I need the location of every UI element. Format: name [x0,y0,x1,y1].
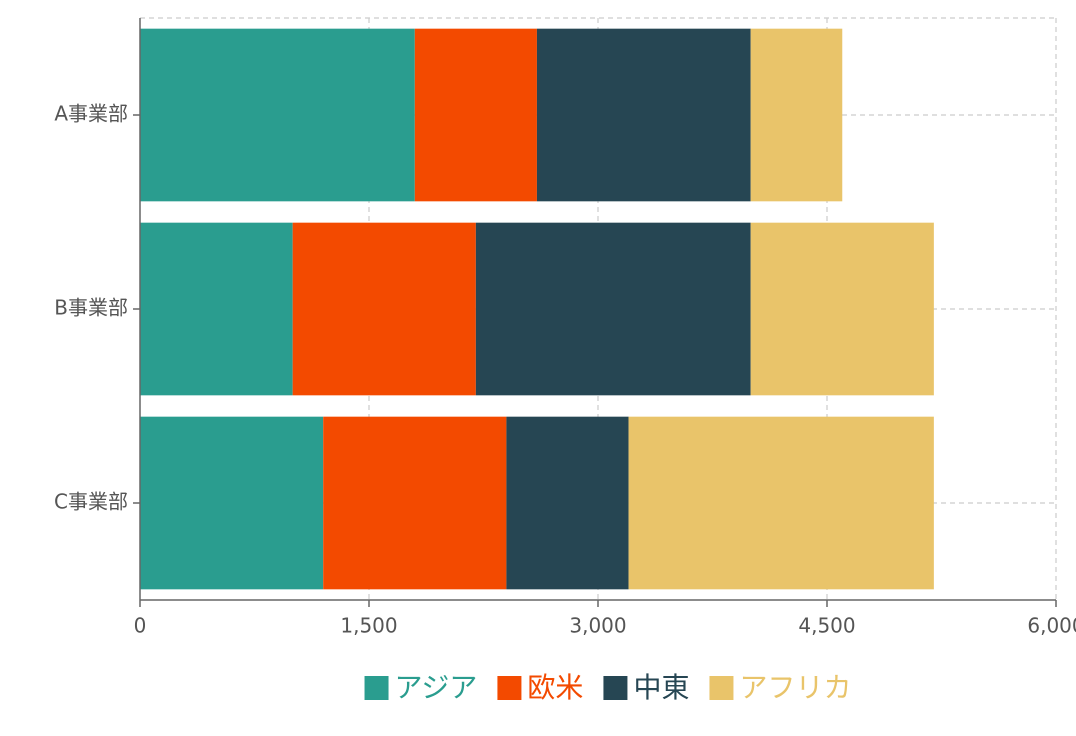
y-tick-label: C事業部 [54,490,128,514]
legend-label: 中東 [633,671,689,704]
bar-segment [536,28,751,202]
y-tick-label: B事業部 [54,296,128,320]
x-tick-label: 3,000 [569,614,626,638]
bar-segment [750,28,843,202]
bar-segment [140,28,415,202]
x-tick-label: 1,500 [340,614,397,638]
bar-segment [140,416,324,590]
legend-swatch [603,676,628,700]
bar-segment [750,222,934,396]
legend-swatch [497,676,522,700]
legend-swatch [364,676,389,700]
bar-segment [323,416,507,590]
bar-segment [292,222,476,396]
bar-segment [506,416,629,590]
bar-segment [414,28,537,202]
legend-label: アジア [395,671,478,704]
bar-segment [628,416,934,590]
x-tick-label: 0 [134,614,147,638]
x-tick-label: 6,000 [1027,614,1076,638]
bar-segment [140,222,293,396]
y-tick-label: A事業部 [54,102,128,126]
legend-swatch [709,676,734,700]
bar-segment [475,222,751,396]
x-tick-label: 4,500 [798,614,855,638]
legend-label: アフリカ [739,671,851,704]
legend-label: 欧米 [527,671,583,704]
